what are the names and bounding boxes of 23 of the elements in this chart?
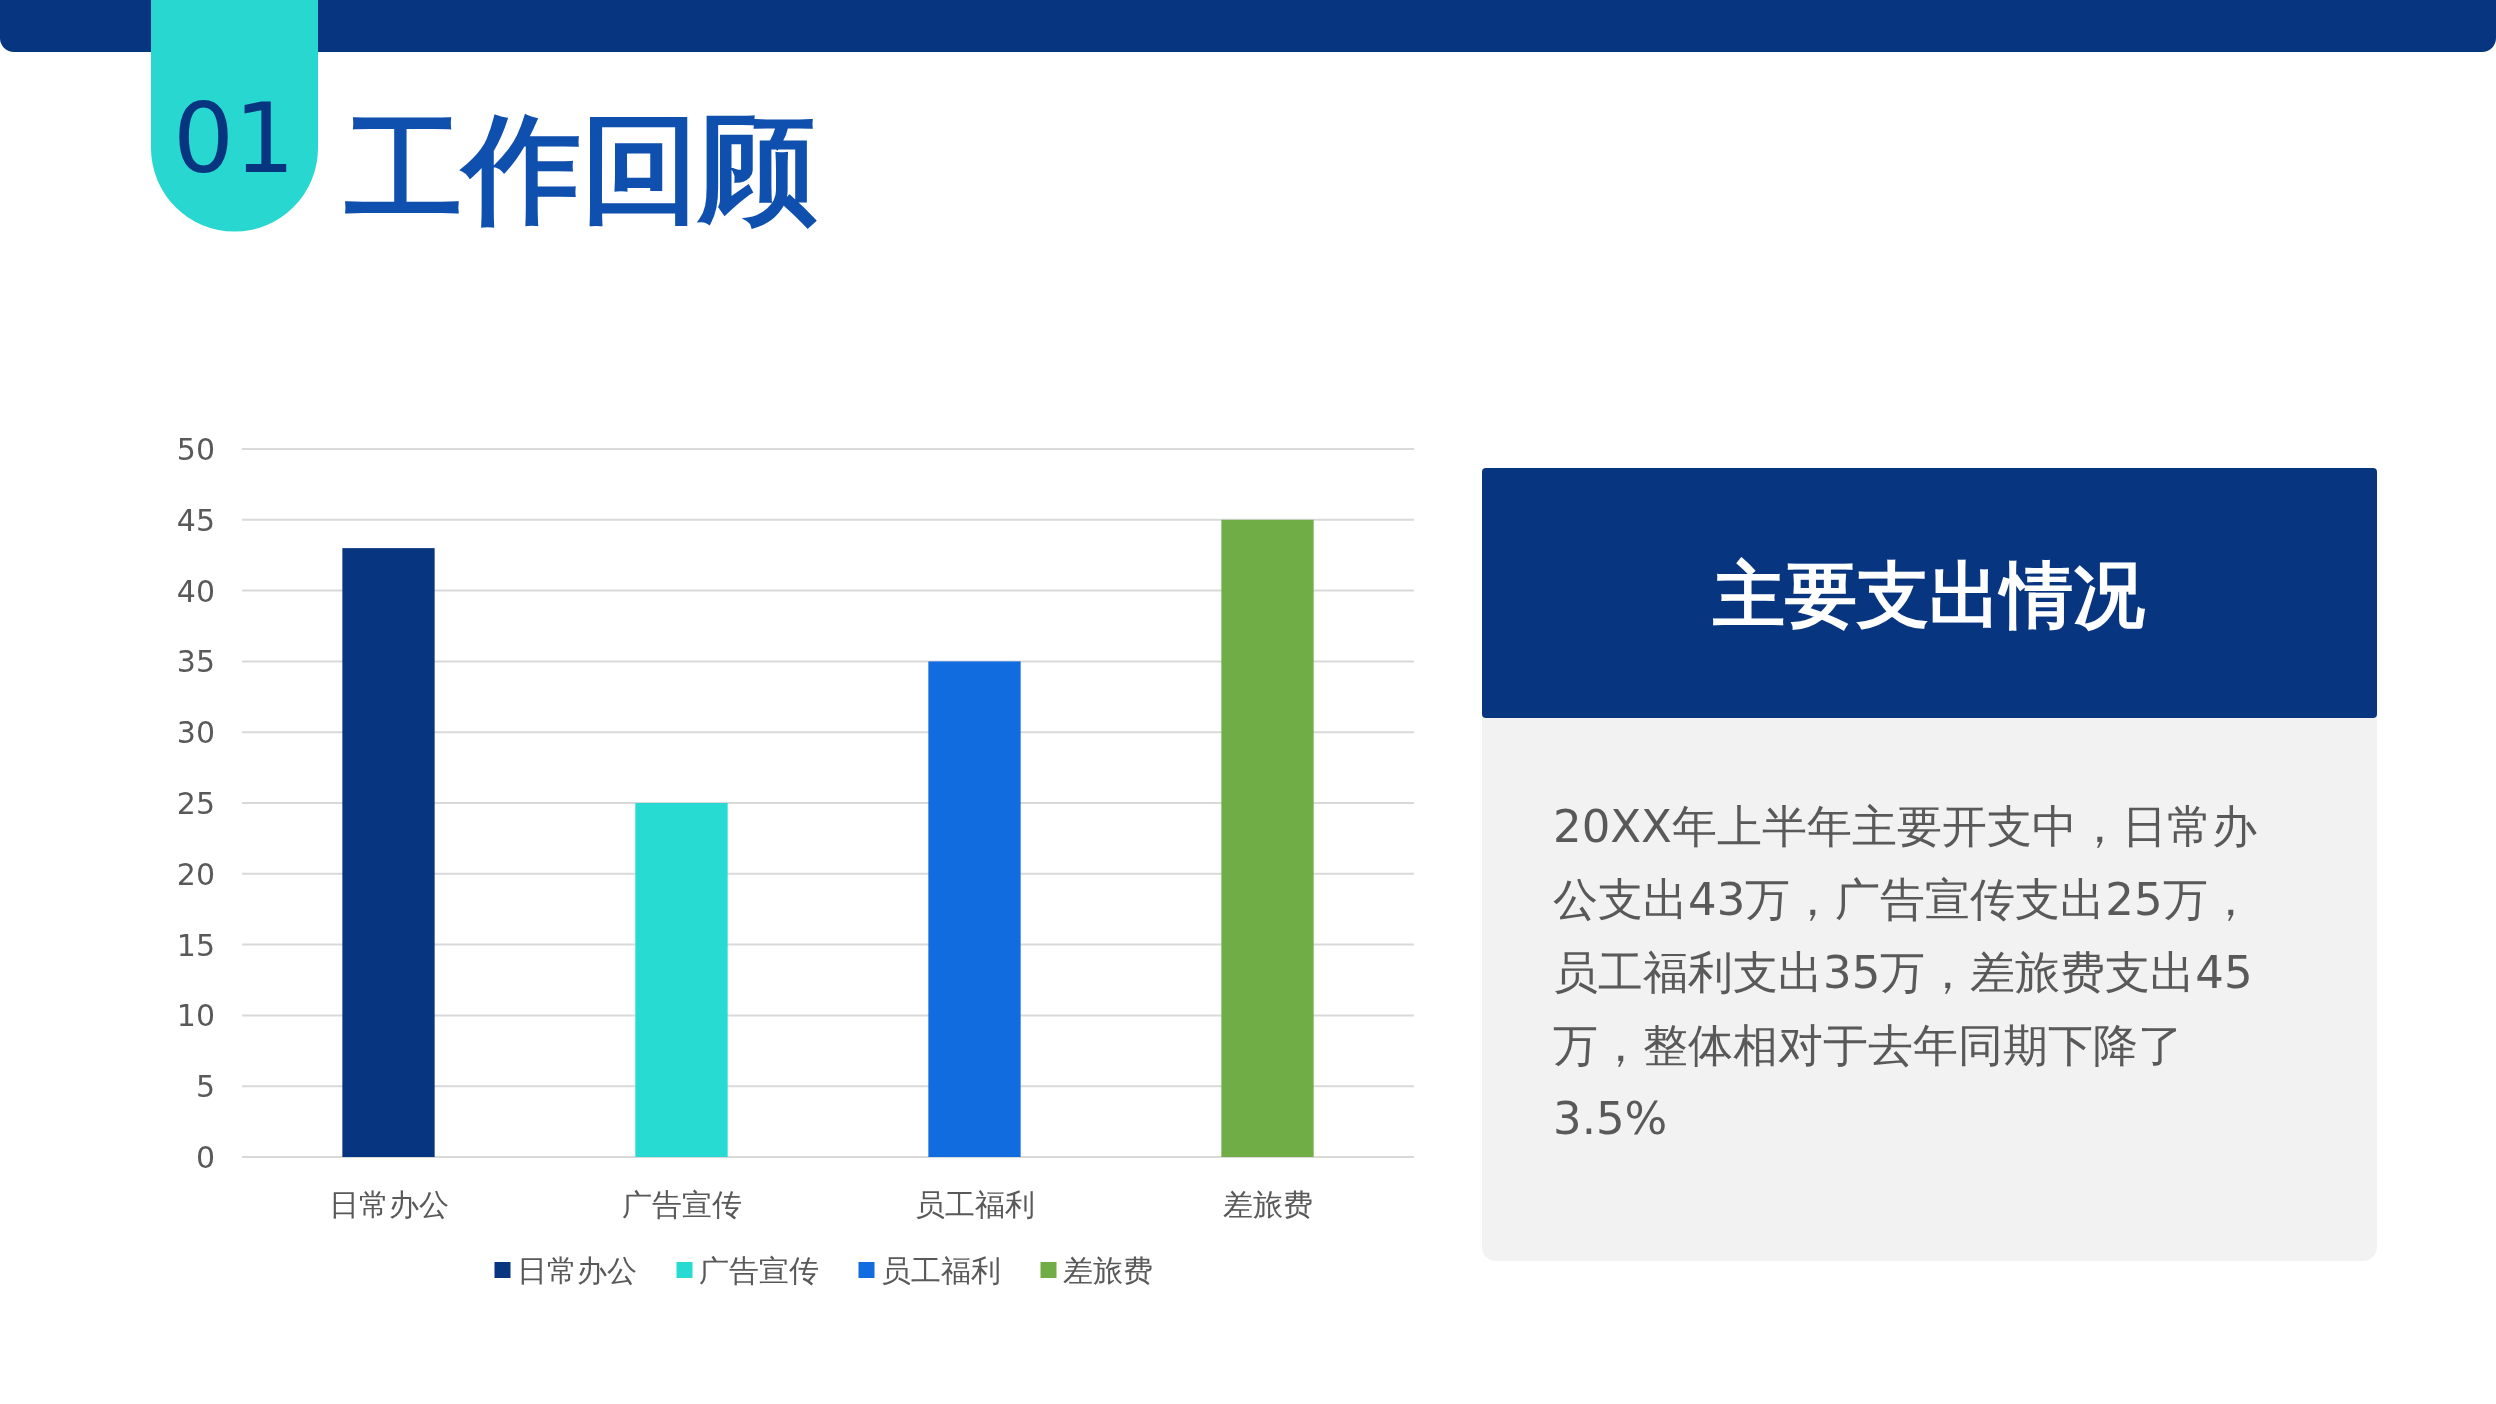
y-tick-label: 45 xyxy=(176,502,215,538)
x-tick-label: 差旅费 xyxy=(1222,1187,1313,1222)
x-tick-label: 员工福利 xyxy=(914,1187,1035,1222)
y-tick-label: 40 xyxy=(176,573,215,609)
legend-label: 广告宣传 xyxy=(698,1253,819,1288)
y-tick-label: 20 xyxy=(176,856,215,892)
y-tick-label: 30 xyxy=(176,715,215,751)
y-tick-label: 5 xyxy=(195,1069,215,1105)
x-tick-label: 广告宣传 xyxy=(621,1187,742,1222)
y-tick-label: 0 xyxy=(195,1140,215,1175)
legend-label: 员工福利 xyxy=(880,1253,1001,1288)
y-tick-label: 50 xyxy=(176,432,215,467)
chart-title: 工作回顾 xyxy=(345,100,817,238)
legend-label: 差旅费 xyxy=(1062,1253,1153,1288)
y-tick-label: 10 xyxy=(176,998,215,1034)
y-tick-label: 35 xyxy=(176,644,215,680)
text: 20XX年上半年主要开支中，日常办公支出43万，广告宣传支出25万，员工福利支出35万，差旅费支出45万，整体相对于去年同期下降了3.5% xyxy=(1553,799,2258,1147)
y-tick-label: 15 xyxy=(176,927,215,963)
x-tick-label: 日常办公 xyxy=(328,1187,449,1222)
y-tick-label: 25 xyxy=(176,786,215,821)
text: 01 xyxy=(172,83,296,195)
legend-label: 日常办公 xyxy=(516,1253,637,1288)
text: 主要支出情况 xyxy=(1712,553,2145,637)
